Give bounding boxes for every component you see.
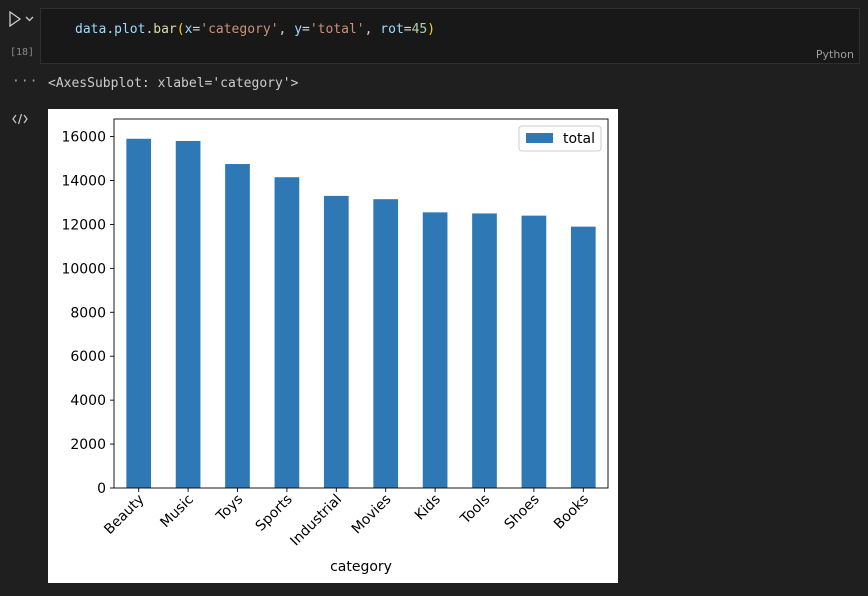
code-token: . (145, 22, 154, 37)
code-cell[interactable]: data.plot.bar(x='category', y='total', r… (40, 8, 860, 64)
y-tick-label: 8000 (70, 305, 106, 321)
x-tick-label: Shoes (502, 492, 543, 533)
code-line[interactable]: data.plot.bar(x='category', y='total', r… (75, 22, 435, 37)
x-tick-label: Toys (213, 492, 246, 525)
x-tick-label: Movies (349, 492, 395, 538)
x-tick-label: Books (551, 492, 592, 533)
code-token: . (106, 22, 115, 37)
bar-toys (225, 164, 250, 488)
bar-industrial (323, 195, 349, 488)
y-tick-label: 12000 (61, 217, 106, 233)
y-tick-label: 0 (97, 481, 106, 497)
bar-music (175, 140, 201, 488)
code-token: plot (114, 22, 146, 37)
run-cell-icon[interactable] (8, 11, 36, 27)
bar-sports (274, 177, 300, 488)
code-token: ( (176, 22, 185, 37)
code-token: bar (153, 22, 177, 37)
y-tick-label: 2000 (70, 437, 106, 453)
output-more-actions-icon[interactable]: ··· (12, 74, 39, 89)
code-token: 45 (411, 22, 428, 37)
code-token: = (192, 22, 201, 37)
cell-language-label[interactable]: Python (815, 48, 854, 61)
bar-tools (472, 213, 497, 489)
code-token: rot (380, 22, 404, 37)
x-tick-label: Music (157, 492, 196, 531)
y-tick-label: 4000 (70, 393, 106, 409)
bar-movies (373, 199, 399, 488)
x-tick-label: Kids (412, 492, 444, 524)
legend-box (518, 125, 602, 152)
x-tick-label: Industrial (287, 492, 345, 550)
bar-books (570, 226, 596, 488)
bar-beauty (126, 138, 152, 488)
execution-count: [18] (10, 47, 35, 58)
code-token: 'category' (200, 22, 279, 37)
code-token: ) (427, 22, 436, 37)
x-tick-label: Sports (253, 492, 296, 535)
output-text: <AxesSubplot: xlabel='category'> (48, 76, 299, 91)
code-tag-icon[interactable] (12, 113, 28, 125)
plot-output: 0 2000 4000 6000 8000 10000 12000 14000 16000 Bea… (48, 109, 618, 583)
code-token: = (302, 22, 310, 37)
legend-swatch (526, 133, 553, 143)
code-token: , (364, 22, 381, 37)
axes-frame (113, 118, 609, 489)
bar-shoes (521, 215, 547, 488)
code-token: 'total' (309, 22, 365, 37)
bar-chart: 0 2000 4000 6000 8000 10000 12000 14000 16000 Bea… (61, 118, 609, 575)
code-token: y (294, 22, 303, 37)
y-tick-label: 10000 (61, 261, 106, 277)
y-tick-label: 6000 (70, 349, 106, 365)
cell-gutter: [18] ··· (0, 0, 40, 596)
code-token: x (184, 22, 193, 37)
bar-kids (422, 212, 448, 488)
x-axis-label: category (330, 559, 392, 575)
code-token: data (75, 22, 107, 37)
legend-label: total (563, 131, 595, 147)
code-token: = (403, 22, 412, 37)
x-tick-label: Beauty (101, 492, 147, 538)
y-tick-label: 16000 (61, 130, 106, 146)
y-tick-label: 14000 (61, 174, 106, 190)
x-tick-label: Tools (457, 492, 493, 528)
code-token: , (278, 22, 295, 37)
